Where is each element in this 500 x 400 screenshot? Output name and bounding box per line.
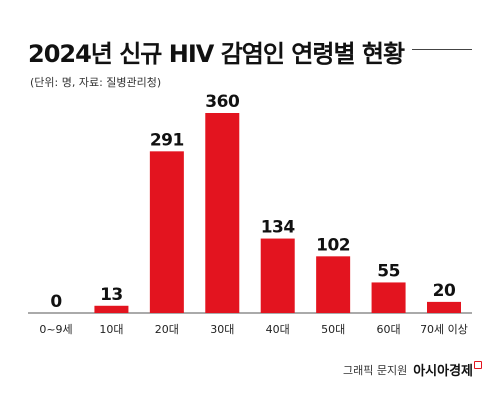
bar-1	[94, 305, 129, 313]
bar-2	[149, 151, 184, 313]
brand-mark-icon	[474, 361, 482, 369]
x-tick-label-1: 10대	[99, 323, 123, 336]
chart-subtitle: (단위: 명, 자료: 질병관리청)	[30, 76, 162, 89]
bar-4	[260, 238, 295, 313]
title-rule	[412, 49, 472, 50]
data-label-7: 20	[433, 281, 456, 301]
data-label-0: 0	[50, 292, 62, 312]
chart-title: 2024년 신규 HIV 감염인 연령별 현황	[28, 40, 405, 68]
data-label-6: 55	[377, 261, 400, 281]
bar-5	[316, 256, 351, 313]
x-tick-label-5: 50대	[321, 323, 345, 336]
data-label-4: 134	[261, 218, 296, 238]
bar-6	[371, 282, 406, 313]
data-label-3: 360	[205, 92, 240, 112]
x-tick-label-6: 60대	[377, 323, 401, 336]
brand-name: 아시아경제	[413, 364, 473, 379]
data-label-2: 291	[150, 130, 184, 150]
bar-7	[427, 301, 461, 313]
data-label-5: 102	[316, 235, 350, 255]
graphic-credit: 그래픽 문지원	[342, 363, 408, 377]
bar-3	[205, 113, 240, 313]
data-label-1: 13	[100, 285, 123, 305]
footer: 그래픽 문지원 아시아경제	[343, 360, 482, 379]
x-tick-label-2: 20대	[155, 323, 179, 336]
x-tick-label-7: 70세 이상	[420, 323, 468, 336]
brand-logo: 아시아경제	[413, 360, 482, 379]
x-tick-label-0: 0~9세	[39, 323, 72, 336]
x-tick-label-3: 30대	[210, 323, 234, 336]
x-tick-label-4: 40대	[266, 323, 290, 336]
